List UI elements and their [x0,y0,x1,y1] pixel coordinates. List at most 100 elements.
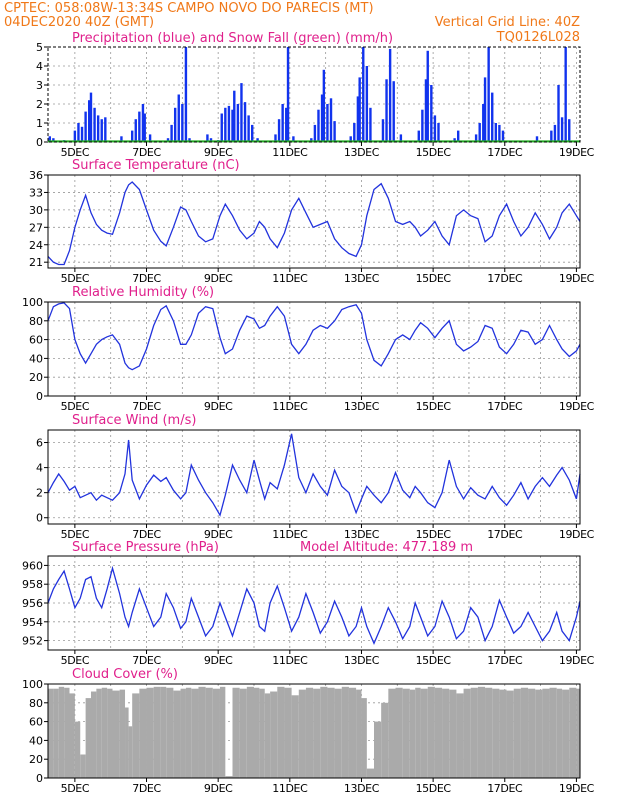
cloud-bar [427,686,435,778]
cloud-bar [146,687,154,778]
precip-bar [385,79,388,142]
precip-bar [568,119,571,142]
pressure-xtick-label: 5DEC [61,654,90,667]
cloud-bar [388,688,396,778]
wind-ytick-label: 2 [36,487,43,500]
precip-bar [553,124,557,142]
cloud-ytick-label: 80 [29,697,43,710]
header-grid-line: Vertical Grid Line: 40Z [435,15,580,30]
temperature-ytick-label: 33 [29,186,43,199]
precip-bar [236,104,240,142]
wind-xtick-label: 17DEC [487,528,523,541]
precip-bar [310,138,313,142]
precip-bar [329,98,333,142]
precip-bar [456,130,460,142]
precip-ytick-label: 2 [36,98,43,111]
cloud-bar [341,686,349,778]
precip-bar [433,115,437,142]
cloud-bar [225,776,233,778]
precip-bar [231,109,234,142]
cloud-bar [284,687,292,778]
wind-ytick-label: 4 [36,462,43,475]
cloud-ytick-label: 0 [36,772,43,785]
wind-xtick-label: 9DEC [204,528,233,541]
precip-bar [453,138,456,142]
precip-bar [89,92,93,142]
cloud-bar [74,721,81,778]
precip-bar [130,130,134,142]
pressure-xtick-label: 17DEC [487,654,523,667]
precip-bar [317,109,320,142]
cloud-bar [569,687,577,778]
temperature-xtick-label: 9DEC [204,272,233,285]
cloud-bar [463,688,471,778]
cloud-ytick-label: 40 [29,734,43,747]
temperature-xtick-label: 15DEC [416,272,452,285]
cloud-bar [535,689,543,778]
panels: Precipitation (blue) and Snow Fall (gree… [22,31,595,795]
precip-bar [482,104,485,142]
precip-bar [285,107,288,142]
cloud-panel: Cloud Cover (%) 0 20 40 60 80 100 5DEC 7DEC 9DEC 1… [22,667,595,795]
precip-bar [388,48,392,142]
humidity-ytick-label: 40 [29,352,43,365]
precip-bar [535,136,539,142]
cloud-xtick-label: 19DEC [559,782,595,795]
cloud-bar [125,707,129,778]
precip-bar [349,136,352,142]
temperature-xtick-label: 19DEC [559,272,595,285]
precip-bar [564,47,567,142]
temperature-xtick-label: 11DEC [272,272,308,285]
precip-bar [487,47,490,142]
cloud-bar [456,693,464,778]
pressure-title: Surface Pressure (hPa) [72,540,219,555]
cloud-bar [119,689,126,778]
precip-bar [356,96,360,142]
precip-bar [437,123,440,142]
wind-panel: Surface Wind (m/s) 0 2 4 6 5DEC 7DEC 9DEC 11DEC 1… [36,413,595,541]
cloud-bar [492,688,500,778]
humidity-xtick-label: 11DEC [272,400,308,413]
precip-bar [134,119,137,142]
precip-bar [224,107,227,142]
wind-xtick-label: 13DEC [344,528,380,541]
cloud-bar [361,698,367,778]
precip-bar [392,81,395,142]
cloud-xtick-label: 17DEC [487,782,523,795]
precip-bar [77,123,80,142]
humidity-xtick-label: 13DEC [344,400,380,413]
cloud-bar [528,688,536,778]
precip-bar [430,85,433,142]
precip-bar [73,130,77,142]
precip-xtick-label: 13DEC [344,146,380,159]
cloud-bar [160,686,167,778]
wind-xtick-label: 11DEC [272,528,308,541]
cloud-bar [101,687,108,778]
cloud-bar [305,687,314,778]
precip-bar [240,83,243,142]
precip-bar [170,124,173,142]
humidity-ytick-label: 20 [29,371,43,384]
precip-bar [100,119,103,142]
precip-bar [498,124,501,142]
cloud-bar [477,686,486,778]
cloud-bar [434,687,443,778]
cloud-bar [219,686,226,778]
cloud-bar [485,687,493,778]
precip-bar [173,107,177,142]
precip-bar [557,85,560,142]
precip-bar [104,117,107,142]
pressure-ytick-label: 952 [22,635,43,648]
cloud-bar [442,688,450,778]
cloud-bar [48,688,54,778]
cloud-bar [132,693,140,778]
precip-bar [424,79,428,142]
precip-bar [177,94,180,142]
humidity-panel: Relative Humidity (%) 0 20 40 60 80 100 5DEC 7DE… [22,285,595,413]
humidity-ytick-label: 60 [29,334,43,347]
precip-bar [256,138,259,142]
precip-bar [494,123,498,142]
precip-bar [313,124,317,142]
precip-bar [483,77,487,142]
cloud-bar [270,691,278,778]
